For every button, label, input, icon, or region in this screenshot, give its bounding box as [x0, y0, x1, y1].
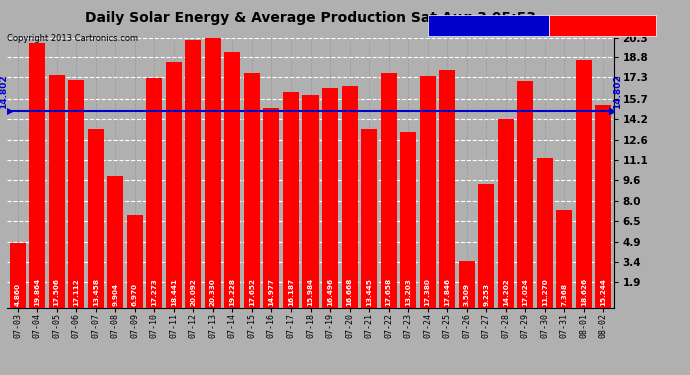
Text: 3.509: 3.509: [464, 283, 470, 306]
Text: 13.445: 13.445: [366, 278, 372, 306]
Text: Copyright 2013 Cartronics.com: Copyright 2013 Cartronics.com: [7, 34, 138, 43]
Bar: [127, 215, 143, 308]
Text: 16.496: 16.496: [327, 278, 333, 306]
Text: 20.092: 20.092: [190, 278, 197, 306]
Bar: [595, 105, 611, 308]
Text: 11.270: 11.270: [542, 278, 548, 306]
Text: 17.024: 17.024: [522, 278, 529, 306]
Text: 16.187: 16.187: [288, 278, 294, 306]
Bar: [224, 52, 240, 308]
Text: Daily  (kWh): Daily (kWh): [552, 16, 615, 26]
Text: 17.506: 17.506: [54, 278, 60, 306]
Bar: [361, 129, 377, 308]
Text: 7.368: 7.368: [561, 283, 567, 306]
Text: 17.846: 17.846: [444, 278, 450, 306]
Bar: [29, 43, 45, 308]
Text: 15.984: 15.984: [308, 278, 313, 306]
Bar: [264, 108, 279, 307]
Bar: [459, 261, 475, 308]
Bar: [244, 73, 260, 308]
Bar: [186, 40, 201, 308]
Text: 14.977: 14.977: [268, 278, 275, 306]
Text: 15.244: 15.244: [600, 278, 607, 306]
Text: 19.864: 19.864: [34, 278, 40, 306]
Text: 17.273: 17.273: [151, 278, 157, 306]
Bar: [556, 210, 572, 308]
Bar: [146, 78, 162, 308]
Bar: [88, 129, 103, 308]
Text: Daily Solar Energy & Average Production Sat Aug 3 05:53: Daily Solar Energy & Average Production …: [85, 11, 536, 25]
Text: 6.970: 6.970: [132, 283, 138, 306]
Text: 13.458: 13.458: [92, 278, 99, 306]
Text: 9.904: 9.904: [112, 283, 118, 306]
Text: 17.380: 17.380: [424, 278, 431, 306]
Bar: [283, 92, 299, 308]
Bar: [537, 158, 553, 308]
Bar: [381, 73, 397, 308]
Bar: [439, 70, 455, 308]
Bar: [497, 118, 514, 308]
Bar: [205, 37, 221, 308]
Text: 4.860: 4.860: [14, 283, 21, 306]
Text: 18.441: 18.441: [171, 278, 177, 306]
Text: 17.112: 17.112: [73, 278, 79, 306]
Bar: [322, 88, 338, 308]
Bar: [10, 243, 26, 308]
Text: Average  (kWh): Average (kWh): [431, 16, 510, 26]
Bar: [576, 60, 592, 308]
Text: 17.652: 17.652: [249, 278, 255, 306]
Bar: [420, 76, 435, 308]
Text: 14.802: 14.802: [613, 75, 622, 109]
Text: 19.228: 19.228: [229, 278, 235, 306]
Bar: [49, 75, 65, 308]
Text: 13.203: 13.203: [405, 278, 411, 306]
Text: 14.802: 14.802: [0, 75, 8, 109]
Text: 9.253: 9.253: [483, 283, 489, 306]
Text: 17.658: 17.658: [386, 278, 392, 306]
Bar: [400, 132, 416, 308]
Text: 18.626: 18.626: [581, 278, 586, 306]
Text: 14.202: 14.202: [503, 278, 509, 306]
Bar: [342, 86, 357, 308]
Text: 20.330: 20.330: [210, 278, 216, 306]
Bar: [166, 62, 182, 308]
Bar: [302, 95, 319, 308]
Text: 16.668: 16.668: [346, 278, 353, 306]
Bar: [68, 80, 84, 308]
Bar: [518, 81, 533, 308]
Bar: [107, 176, 124, 308]
Bar: [478, 184, 494, 308]
